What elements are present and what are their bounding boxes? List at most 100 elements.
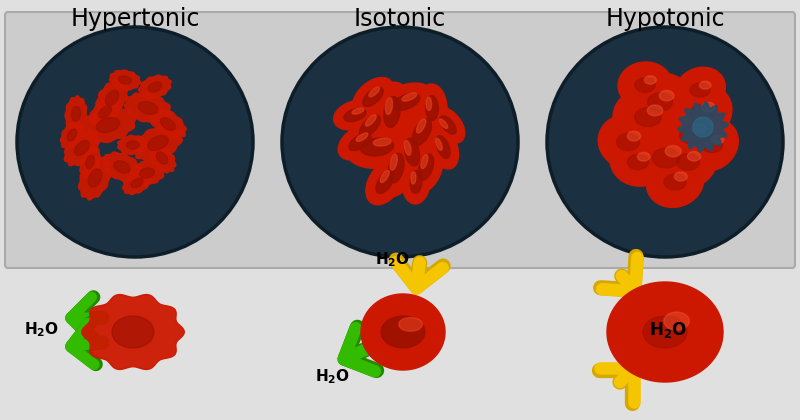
Polygon shape — [426, 95, 438, 121]
Polygon shape — [645, 76, 656, 84]
Polygon shape — [630, 127, 702, 189]
Polygon shape — [686, 119, 738, 171]
Polygon shape — [369, 87, 379, 97]
Polygon shape — [64, 130, 100, 166]
Polygon shape — [384, 97, 400, 128]
Polygon shape — [98, 106, 111, 118]
Text: $\mathbf{H_2O}$: $\mathbf{H_2O}$ — [375, 251, 410, 269]
FancyBboxPatch shape — [5, 12, 795, 268]
Polygon shape — [664, 312, 690, 330]
Polygon shape — [126, 141, 139, 149]
Polygon shape — [65, 96, 86, 132]
Polygon shape — [426, 97, 431, 110]
Polygon shape — [376, 171, 394, 194]
Polygon shape — [690, 83, 710, 97]
Polygon shape — [131, 178, 143, 188]
Polygon shape — [361, 138, 394, 156]
Polygon shape — [148, 136, 168, 150]
Polygon shape — [356, 133, 368, 142]
Polygon shape — [388, 153, 404, 183]
Polygon shape — [345, 126, 409, 168]
Polygon shape — [617, 134, 639, 151]
Polygon shape — [148, 82, 162, 92]
Text: Hypotonic: Hypotonic — [605, 7, 725, 31]
Polygon shape — [138, 102, 158, 114]
Polygon shape — [353, 77, 394, 116]
Polygon shape — [344, 108, 366, 122]
Polygon shape — [691, 124, 706, 134]
Polygon shape — [363, 87, 383, 107]
Polygon shape — [627, 73, 693, 131]
Polygon shape — [417, 84, 447, 132]
Polygon shape — [674, 67, 726, 113]
Polygon shape — [118, 76, 131, 84]
Polygon shape — [666, 146, 681, 157]
Polygon shape — [124, 93, 172, 123]
Polygon shape — [598, 115, 658, 169]
Polygon shape — [638, 152, 650, 161]
Polygon shape — [687, 152, 701, 161]
Polygon shape — [150, 109, 186, 139]
Polygon shape — [607, 282, 723, 382]
Polygon shape — [643, 316, 687, 348]
Polygon shape — [110, 70, 141, 90]
Polygon shape — [404, 141, 411, 155]
Polygon shape — [67, 129, 77, 141]
Polygon shape — [74, 141, 90, 155]
Polygon shape — [392, 93, 420, 110]
Polygon shape — [334, 100, 376, 130]
Polygon shape — [427, 125, 458, 169]
Polygon shape — [674, 172, 687, 181]
Polygon shape — [394, 125, 430, 178]
Polygon shape — [366, 115, 376, 126]
Polygon shape — [618, 62, 672, 108]
Polygon shape — [374, 138, 391, 146]
Polygon shape — [378, 139, 414, 197]
Polygon shape — [386, 98, 393, 115]
Polygon shape — [379, 83, 433, 121]
Polygon shape — [690, 104, 714, 122]
Polygon shape — [402, 160, 430, 204]
Polygon shape — [96, 118, 120, 132]
Polygon shape — [71, 107, 81, 121]
Polygon shape — [114, 161, 130, 173]
Polygon shape — [647, 105, 662, 116]
Polygon shape — [409, 142, 443, 192]
Polygon shape — [96, 79, 128, 116]
Polygon shape — [664, 174, 686, 190]
Polygon shape — [646, 157, 704, 207]
Polygon shape — [79, 107, 136, 142]
Polygon shape — [156, 152, 168, 164]
Polygon shape — [138, 75, 171, 99]
Polygon shape — [436, 136, 450, 158]
Polygon shape — [359, 115, 381, 137]
Polygon shape — [380, 171, 390, 183]
Polygon shape — [80, 145, 101, 178]
Polygon shape — [133, 125, 182, 161]
Polygon shape — [352, 108, 364, 114]
Polygon shape — [381, 316, 425, 348]
Polygon shape — [88, 169, 102, 187]
Ellipse shape — [547, 27, 783, 257]
Polygon shape — [678, 102, 728, 152]
Polygon shape — [118, 135, 149, 155]
Polygon shape — [652, 148, 680, 168]
Polygon shape — [82, 294, 184, 370]
Polygon shape — [440, 116, 456, 134]
Text: $\mathbf{H_2O}$: $\mathbf{H_2O}$ — [315, 368, 350, 386]
Polygon shape — [129, 161, 165, 185]
Text: Hypertonic: Hypertonic — [70, 7, 200, 31]
Polygon shape — [390, 154, 398, 170]
Polygon shape — [349, 104, 391, 148]
Polygon shape — [693, 117, 713, 137]
Polygon shape — [627, 154, 649, 170]
Polygon shape — [413, 119, 431, 145]
Polygon shape — [139, 168, 154, 178]
Polygon shape — [634, 108, 662, 126]
Polygon shape — [421, 155, 428, 168]
Polygon shape — [711, 135, 724, 144]
Polygon shape — [672, 85, 732, 141]
Ellipse shape — [282, 27, 518, 257]
Polygon shape — [702, 137, 722, 153]
Polygon shape — [634, 78, 655, 92]
